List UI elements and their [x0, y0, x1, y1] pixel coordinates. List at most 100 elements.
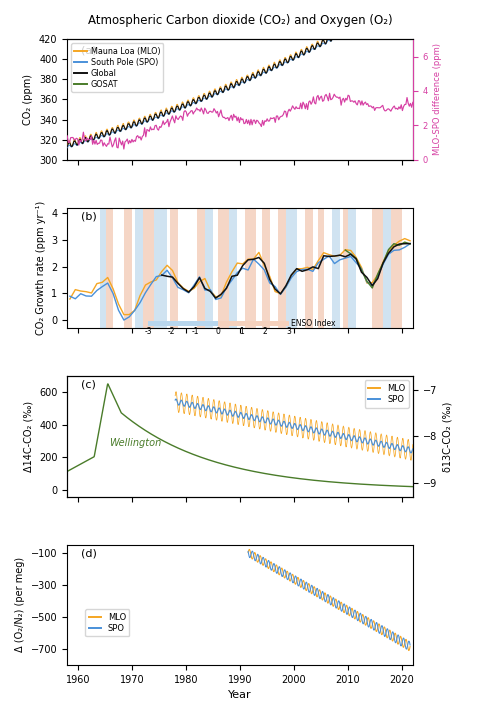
Y-axis label: Δ14C-CO₂ (‰): Δ14C-CO₂ (‰) — [24, 401, 34, 472]
Bar — [234, 320, 235, 326]
Bar — [283, 320, 284, 326]
Legend: Mauna Loa (MLO), South Pole (SPO), Global, GOSAT: Mauna Loa (MLO), South Pole (SPO), Globa… — [71, 44, 163, 92]
Bar — [249, 320, 250, 326]
Bar — [250, 320, 251, 326]
Bar — [209, 320, 210, 326]
Bar — [206, 320, 207, 326]
Bar — [187, 320, 188, 326]
Bar — [276, 320, 277, 326]
Bar — [223, 320, 224, 326]
Bar — [124, 208, 132, 328]
Bar — [149, 320, 150, 326]
Bar — [274, 320, 275, 326]
Bar — [266, 320, 267, 326]
Bar — [204, 320, 205, 326]
Bar — [177, 320, 178, 326]
Bar — [191, 320, 192, 326]
Text: -1: -1 — [191, 327, 199, 336]
Bar — [185, 320, 186, 326]
Bar — [218, 208, 229, 328]
Bar — [184, 320, 185, 326]
Bar — [197, 208, 205, 328]
Bar — [343, 208, 348, 328]
Bar — [170, 320, 171, 326]
Bar — [217, 320, 218, 326]
Bar — [244, 320, 245, 326]
Bar — [282, 320, 283, 326]
Legend: MLO, SPO: MLO, SPO — [364, 380, 408, 408]
Bar — [229, 208, 237, 328]
Bar — [214, 320, 215, 326]
Bar — [246, 320, 247, 326]
Y-axis label: δ13C-CO₂ (‰): δ13C-CO₂ (‰) — [443, 401, 453, 472]
Bar — [201, 320, 202, 326]
Bar — [189, 320, 190, 326]
Bar — [262, 208, 270, 328]
Bar — [220, 320, 221, 326]
Bar — [231, 320, 232, 326]
Bar — [216, 320, 217, 326]
Bar — [150, 320, 151, 326]
Bar — [154, 320, 155, 326]
Bar — [242, 320, 243, 326]
Bar — [194, 320, 195, 326]
Text: (b): (b) — [81, 212, 97, 222]
Y-axis label: Δ (O₂/N₂) (per meg): Δ (O₂/N₂) (per meg) — [15, 557, 25, 652]
Bar — [170, 208, 178, 328]
Bar — [175, 320, 176, 326]
Bar — [215, 320, 216, 326]
Bar — [253, 320, 254, 326]
Bar — [158, 320, 159, 326]
Bar — [222, 320, 223, 326]
Text: 3: 3 — [286, 327, 291, 336]
Bar — [196, 320, 197, 326]
Text: 1: 1 — [240, 327, 244, 336]
Bar — [202, 320, 203, 326]
Text: -2: -2 — [168, 327, 175, 336]
Bar — [277, 320, 278, 326]
Bar — [257, 320, 258, 326]
Bar — [192, 320, 193, 326]
Bar — [240, 320, 241, 326]
Bar — [182, 320, 183, 326]
Text: (d): (d) — [81, 548, 97, 558]
Bar — [157, 320, 158, 326]
Bar — [260, 320, 261, 326]
Bar — [232, 320, 233, 326]
Bar — [195, 320, 196, 326]
Bar — [151, 320, 152, 326]
Legend: MLO, SPO: MLO, SPO — [85, 609, 129, 636]
Bar — [255, 320, 256, 326]
Bar — [200, 320, 201, 326]
Bar — [261, 320, 262, 326]
Bar — [239, 320, 240, 326]
Bar — [264, 320, 265, 326]
Bar — [286, 320, 287, 326]
Bar — [271, 320, 272, 326]
Bar — [238, 320, 239, 326]
Bar — [156, 320, 157, 326]
Bar — [258, 320, 259, 326]
Bar — [207, 320, 208, 326]
Bar — [348, 208, 356, 328]
Bar — [227, 320, 228, 326]
Bar — [174, 320, 175, 326]
Bar — [199, 320, 200, 326]
Bar — [183, 320, 184, 326]
Bar — [272, 320, 273, 326]
Bar — [332, 208, 340, 328]
Bar — [155, 320, 156, 326]
Bar — [168, 320, 169, 326]
Bar — [285, 320, 286, 326]
Bar — [161, 320, 162, 326]
Bar — [181, 320, 182, 326]
Bar — [267, 320, 268, 326]
Text: 0: 0 — [216, 327, 221, 336]
Y-axis label: MLO-SPO difference (ppm): MLO-SPO difference (ppm) — [433, 44, 443, 155]
Bar — [280, 320, 281, 326]
Bar — [256, 320, 257, 326]
Bar — [169, 320, 170, 326]
Bar — [203, 320, 204, 326]
Bar — [279, 320, 280, 326]
Bar — [254, 320, 255, 326]
